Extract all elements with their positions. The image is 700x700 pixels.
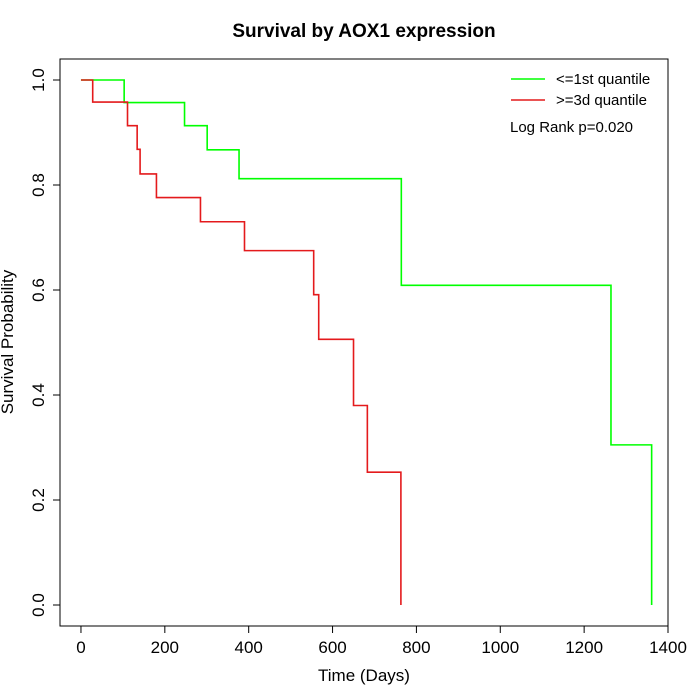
y-tick-label: 0.4 [29, 383, 48, 407]
legend: <=1st quantile >=3d quantile [511, 71, 650, 109]
legend-label: <=1st quantile [556, 71, 650, 88]
y-tick-label: 1.0 [29, 68, 48, 92]
plot-frame [59, 58, 669, 627]
x-tick-label: 1200 [565, 638, 603, 657]
legend-label: >=3d quantile [556, 92, 647, 109]
x-tick-label: 800 [402, 638, 430, 657]
log-rank-annotation: Log Rank p=0.020 [510, 119, 633, 136]
x-tick-label: 400 [235, 638, 263, 657]
x-tick-label: 0 [76, 638, 85, 657]
x-axis: 0 200 400 600 800 1000 1200 1400 [76, 625, 687, 657]
y-tick-label: 0.6 [29, 278, 48, 302]
x-tick-label: 600 [318, 638, 346, 657]
x-tick-label: 1000 [481, 638, 519, 657]
series-layer [80, 79, 653, 605]
y-tick-label: 0.2 [29, 488, 48, 512]
series-line-1 [80, 79, 402, 605]
series-line-0 [80, 79, 653, 605]
x-axis-label: Time (Days) [318, 666, 410, 685]
chart-title: Survival by AOX1 expression [232, 21, 495, 42]
y-axis: 0.0 0.2 0.4 0.6 0.8 1.0 [29, 68, 61, 617]
x-tick-label: 200 [151, 638, 179, 657]
x-tick-label: 1400 [649, 638, 687, 657]
y-axis-label: Survival Probability [0, 269, 17, 414]
y-tick-label: 0.0 [29, 593, 48, 617]
y-tick-label: 0.8 [29, 173, 48, 197]
